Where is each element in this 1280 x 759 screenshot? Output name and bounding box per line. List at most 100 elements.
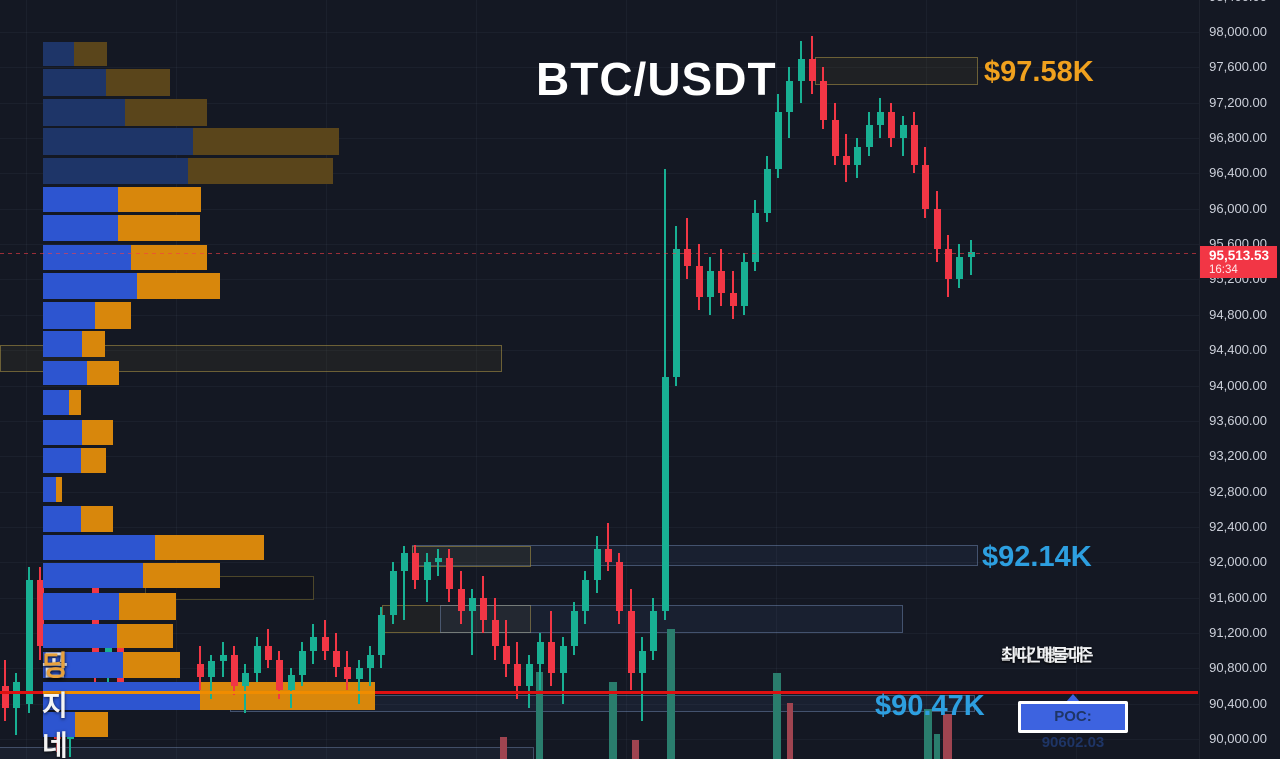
candle-wick (346, 650, 348, 691)
grid-line-horizontal (0, 492, 1199, 493)
candle-wick (335, 633, 337, 678)
candle-body (615, 562, 623, 611)
candle-wick (732, 270, 734, 320)
price-tick-label: 90,000.00 (1209, 731, 1267, 746)
grid-line-horizontal (0, 138, 1199, 139)
candle-body (763, 169, 771, 214)
profile-bar-buy (43, 506, 81, 532)
candle-body (842, 155, 850, 165)
profile-bar-sell (131, 245, 207, 270)
candle-wick (811, 36, 813, 94)
grid-line-horizontal (0, 173, 1199, 174)
grid-line-horizontal (0, 421, 1199, 422)
grid-line-horizontal (0, 350, 1199, 351)
profile-bar-sell (118, 215, 200, 241)
symbol-title: BTC/USDT (536, 53, 777, 105)
candle-body (196, 663, 204, 678)
candle-body (740, 261, 748, 306)
profile-bar-sell (188, 158, 333, 184)
candle-body (264, 646, 272, 660)
profile-bar-buy (43, 245, 131, 270)
candle-body (933, 208, 941, 249)
candle-body (219, 655, 227, 662)
grid-line-horizontal (0, 244, 1199, 245)
candle-body (797, 58, 805, 81)
price-tick-label: 91,600.00 (1209, 590, 1267, 605)
grid-line-vertical (476, 0, 477, 759)
candle-body (706, 270, 714, 298)
candle-wick (777, 93, 779, 178)
grid-line-horizontal (0, 32, 1199, 33)
price-axis[interactable]: 98,400.00 98,000.00 97,600.00 97,200.00 96,8… (1199, 0, 1280, 759)
candle-body (298, 650, 306, 676)
candle-wick (856, 138, 858, 178)
candle-body (332, 650, 340, 667)
price-tick-label: 96,000.00 (1209, 201, 1267, 216)
candle-body (536, 641, 544, 664)
zone-box (0, 747, 534, 759)
zone-box (230, 695, 975, 712)
candle-body (921, 164, 929, 209)
profile-bar-buy (43, 420, 82, 445)
grid-line-horizontal (0, 279, 1199, 280)
candle-wick (913, 111, 915, 174)
volume-bar (934, 734, 940, 759)
candle-wick (698, 244, 700, 311)
price-tick-label: 90,800.00 (1209, 660, 1267, 675)
candle-body (695, 266, 703, 298)
current-price-time: 16:34 (1209, 264, 1238, 276)
grid-line-vertical (176, 0, 177, 759)
grid-line-horizontal (0, 704, 1199, 705)
current-price-value: 95,513.53 (1209, 248, 1270, 263)
candle-body (910, 124, 918, 165)
grid-line-horizontal (0, 527, 1199, 528)
price-level-label-92k: $92.14K (982, 541, 1092, 573)
candle-wick (890, 102, 892, 147)
watermark-text: 곰지네 트레이 (42, 650, 69, 759)
candle-body (355, 668, 363, 679)
volume-bar (667, 629, 675, 759)
candle-wick (800, 40, 802, 103)
candle-body (683, 248, 691, 267)
profile-bar-sell (137, 273, 220, 299)
profile-bar-sell (74, 42, 107, 66)
profile-bar-sell (81, 448, 106, 473)
grid-line-horizontal (0, 386, 1199, 387)
candle-wick (958, 244, 960, 289)
profile-bar-sell (106, 69, 170, 96)
profile-bar-sell (69, 390, 81, 415)
candle-body (309, 637, 317, 651)
grid-line-vertical (776, 0, 777, 759)
current-price-tag: 95,513.53 16:34 (1200, 246, 1277, 278)
candle-wick (107, 628, 109, 691)
volume-bar (536, 672, 543, 759)
price-tick-label: 94,800.00 (1209, 307, 1267, 322)
profile-bar-buy (43, 563, 143, 588)
price-tick-label: 94,400.00 (1209, 342, 1267, 357)
price-tick-label: 96,400.00 (1209, 165, 1267, 180)
candle-body (876, 111, 884, 125)
volume-bar (632, 740, 639, 759)
candle-wick (267, 628, 269, 669)
candle-body (751, 213, 759, 262)
profile-bar-buy (43, 158, 188, 184)
price-tick-label: 98,000.00 (1209, 24, 1267, 39)
grid-line-horizontal (0, 67, 1199, 68)
candle-wick (39, 566, 41, 660)
grid-line-horizontal (0, 315, 1199, 316)
candle-body (366, 655, 374, 669)
poc-pointer-triangle-icon (1066, 694, 1080, 702)
candle-body (661, 376, 669, 611)
price-tick-label: 92,800.00 (1209, 484, 1267, 499)
candle-body (91, 580, 99, 664)
profile-bar-sell (56, 477, 62, 502)
candle-body (207, 661, 215, 678)
candle-body (717, 270, 725, 293)
candle-wick (868, 111, 870, 156)
poc-note-line1: 1시간봉 기준 (1001, 646, 1094, 665)
profile-bar-buy (43, 215, 118, 241)
volume-bar (609, 682, 617, 759)
profile-bar-sell (155, 535, 264, 560)
price-tick-label: 94,000.00 (1209, 378, 1267, 393)
